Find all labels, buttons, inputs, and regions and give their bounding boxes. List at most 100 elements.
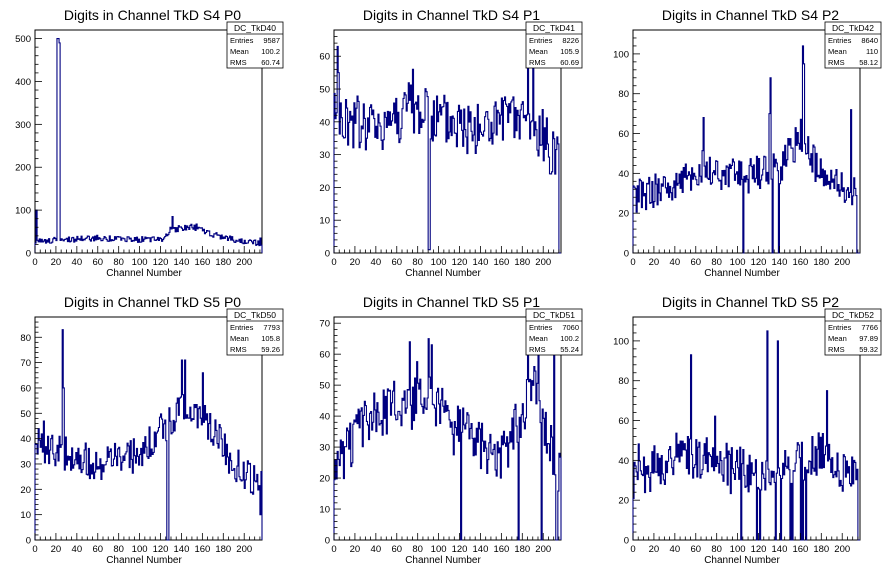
x-tick-label: 40 [371,257,382,268]
x-tick-label: 40 [72,257,83,268]
stats-mean-value: 100.2 [560,334,579,343]
x-tick-label: 80 [711,544,722,555]
stats-box-name: DC_TkD52 [832,310,874,320]
x-tick-label: 200 [834,257,850,268]
x-tick-label: 160 [792,544,808,555]
chart-title: Digits in Channel TkD S5 P1 [363,294,540,310]
y-tick-label: 20 [618,209,629,220]
x-tick-label: 160 [493,257,509,268]
y-tick-label: 100 [613,336,629,347]
y-tick-label: 100 [613,49,629,60]
y-tick-label: 0 [325,536,330,547]
stats-box-name: DC_TkD42 [832,23,874,33]
x-axis-label: Channel Number [106,555,182,566]
x-tick-label: 0 [331,544,336,555]
stats-box: DC_TkD51 Entries 7060 Mean 100.2 RMS 55.24 [525,308,583,356]
y-tick-label: 30 [319,150,330,161]
y-tick-label: 80 [618,376,629,387]
y-tick-label: 20 [20,485,31,496]
stats-box-frame [525,308,583,356]
stats-box-name: DC_TkD50 [234,310,276,320]
y-tick-label: 0 [624,536,629,547]
stats-mean-value: 97.89 [859,334,878,343]
x-tick-label: 120 [751,257,767,268]
x-tick-label: 180 [514,257,530,268]
y-tick-label: 40 [319,117,330,128]
x-tick-label: 120 [452,544,468,555]
x-tick-label: 80 [711,257,722,268]
x-tick-label: 20 [51,544,62,555]
stats-box-frame [226,308,284,356]
stats-entries-label: Entries [230,36,254,45]
y-tick-label: 40 [618,456,629,467]
x-tick-label: 20 [350,257,361,268]
x-tick-label: 200 [834,544,850,555]
stats-rms-value: 60.69 [560,58,579,67]
y-tick-label: 300 [15,120,31,131]
x-tick-label: 60 [391,544,402,555]
y-tick-label: 0 [26,249,31,260]
x-tick-label: 100 [431,544,447,555]
x-tick-label: 160 [792,257,808,268]
x-tick-label: 160 [194,544,210,555]
x-tick-label: 180 [215,544,231,555]
x-tick-label: 200 [535,257,551,268]
y-tick-label: 60 [319,350,330,361]
stats-entries-value: 8640 [861,36,878,45]
stats-box-frame [226,21,284,69]
histogram-series [333,39,561,254]
y-tick-label: 50 [319,85,330,96]
stats-box-name: DC_TkD40 [234,23,276,33]
y-tick-label: 0 [26,536,31,547]
x-axis-label: Channel Number [405,555,481,566]
stats-mean-value: 105.9 [560,47,579,56]
x-tick-label: 80 [113,544,124,555]
y-tick-label: 200 [15,163,31,174]
x-tick-label: 120 [153,544,169,555]
y-tick-label: 60 [20,383,31,394]
x-tick-label: 100 [730,257,746,268]
y-tick-label: 40 [319,412,330,423]
x-tick-label: 40 [670,257,681,268]
chart-title: Digits in Channel TkD S5 P0 [64,294,241,310]
chart-title: Digits in Channel TkD S4 P1 [363,7,540,23]
y-tick-label: 30 [20,459,31,470]
stats-rms-label: RMS [529,345,546,354]
histogram-series [632,330,860,541]
x-tick-label: 200 [236,544,252,555]
x-axis-label: Channel Number [106,268,182,279]
y-tick-label: 20 [319,474,330,485]
stats-mean-label: Mean [230,334,249,343]
stats-mean-label: Mean [828,334,847,343]
stats-box: DC_TkD40 Entries 9587 Mean 100.2 RMS 60.74 [226,21,284,69]
stats-rms-value: 59.32 [859,345,878,354]
x-tick-label: 0 [32,257,37,268]
stats-box: DC_TkD52 Entries 7766 Mean 97.89 RMS 59.32 [824,308,882,356]
stats-rms-label: RMS [828,58,845,67]
stats-box-frame [525,21,583,69]
y-tick-label: 50 [319,381,330,392]
x-tick-label: 180 [813,544,829,555]
x-tick-label: 100 [730,544,746,555]
stats-rms-value: 60.74 [261,58,280,67]
x-tick-label: 180 [215,257,231,268]
panel-s4-p2: Digits in Channel TkD S4 P2 0 20 40 60 80 100 1… [613,7,882,279]
panel-s5-p0: Digits in Channel TkD S5 P00 20 40 60 80 100 1… [20,294,284,566]
x-tick-label: 40 [72,544,83,555]
y-tick-label: 20 [319,183,330,194]
y-tick-label: 500 [15,34,31,45]
panel-s5-p1: Digits in Channel TkD S5 P1 0 20 40 60 80 100 1… [319,294,583,566]
stats-rms-value: 55.24 [560,345,579,354]
x-axis-label: Channel Number [704,268,780,279]
y-tick-label: 10 [319,216,330,227]
x-tick-label: 80 [412,544,423,555]
x-tick-label: 20 [350,544,361,555]
stats-mean-value: 105.8 [261,334,280,343]
x-tick-label: 20 [51,257,62,268]
y-tick-label: 60 [618,416,629,427]
x-tick-label: 60 [92,544,103,555]
stats-rms-label: RMS [529,58,546,67]
stats-entries-value: 8226 [562,36,579,45]
stats-entries-value: 7793 [263,323,280,332]
